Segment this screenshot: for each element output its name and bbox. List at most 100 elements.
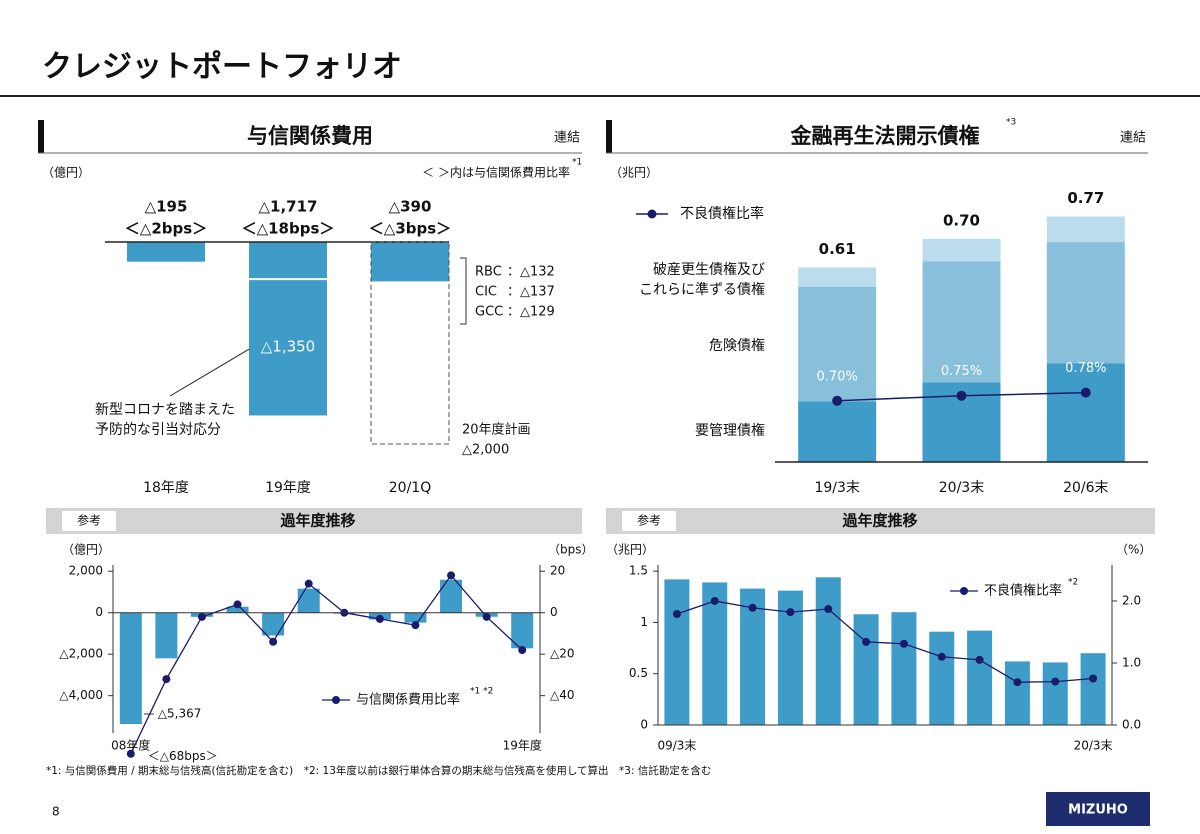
bar: [440, 579, 463, 613]
leader-line: [169, 348, 250, 397]
note: ＜ ＞内は与信関係費用比率: [422, 165, 570, 180]
bar-segment: [798, 286, 877, 402]
ratio-point: [447, 571, 456, 580]
breakdown-name: GCC: [475, 305, 503, 320]
ratio-point: [1080, 387, 1091, 398]
scope: 連結: [1120, 131, 1146, 146]
category-label: 18年度: [143, 480, 189, 496]
bar: [664, 579, 690, 725]
ratio-point: [899, 639, 908, 648]
chart-title: 金融再生法開示債権: [790, 124, 980, 148]
ratio-point: [1089, 674, 1098, 683]
bar: [853, 614, 879, 725]
ratio-point: [1051, 677, 1060, 686]
tick-label: 20: [550, 564, 565, 578]
ratio-point: [233, 600, 242, 609]
bar: [119, 612, 142, 725]
unit: （億円）: [62, 543, 110, 557]
tag: 参考: [77, 513, 101, 528]
bar: [226, 606, 249, 613]
sub-header: [606, 508, 1155, 534]
tick-label: 2,000: [69, 564, 103, 578]
bar: [891, 612, 917, 725]
tick-label: 0: [550, 605, 558, 619]
ratio-point: [162, 675, 171, 684]
legend-marker-note: *1 *2: [470, 687, 493, 697]
category-label: 19/3末: [814, 480, 859, 496]
legend-label: 不良債権比率: [680, 205, 764, 222]
ratio-point: [304, 579, 313, 588]
ratio-label: ＜△3bps＞: [369, 220, 451, 238]
bar: [404, 612, 427, 623]
ratio-point: [411, 621, 420, 630]
ratio-point: [832, 395, 843, 406]
chart-title: 過年度推移: [841, 512, 917, 530]
bar: [1080, 653, 1106, 725]
ratio-label: 0.78%: [1065, 361, 1106, 376]
breakdown-value: ：△132: [507, 265, 555, 280]
legend-marker: [960, 587, 968, 595]
category-label: 09/3末: [657, 739, 696, 753]
logo-box: [1046, 792, 1150, 826]
ratio-label: ＜△18bps＞: [242, 220, 335, 238]
bar: [127, 242, 205, 262]
bar-segment: [1046, 242, 1125, 364]
legend-marker: [647, 209, 657, 219]
category-label: 20/3末: [1074, 739, 1113, 753]
unit: （兆円）: [610, 166, 658, 180]
bar: [967, 630, 993, 725]
category-label: 19年度: [503, 738, 542, 753]
bar: [511, 612, 534, 649]
covid-segment: [249, 279, 327, 416]
value-label: △390: [389, 198, 432, 216]
tick-label: 1.5: [629, 564, 648, 578]
bar: [702, 582, 728, 725]
bar: [155, 612, 178, 659]
category-label: 19年度: [265, 480, 311, 496]
series-label: 破産更生債権及び: [653, 261, 765, 278]
note-marker: *1: [572, 158, 582, 168]
tag-box: [622, 511, 676, 531]
breakdown-value: ：△137: [507, 285, 555, 300]
plan-value: △2,000: [462, 443, 509, 458]
ratio-point: [956, 390, 967, 401]
total-label: 0.70: [943, 211, 980, 229]
ratio-line: [676, 600, 1094, 683]
logo: MIZUHO: [1068, 803, 1128, 818]
sub-header: [46, 508, 582, 534]
tick-label: △4,000: [59, 688, 103, 702]
bar-segment: [922, 261, 1001, 383]
tag: 参考: [637, 513, 661, 528]
total-label: 0.61: [819, 240, 856, 258]
ratio-point: [862, 637, 871, 646]
ratio-point: [748, 603, 757, 612]
value-label: ＜△68bps＞: [148, 749, 218, 763]
legend-marker: [332, 696, 340, 704]
header-bar: [38, 120, 44, 153]
bar: [929, 631, 955, 725]
ratio-point: [269, 637, 278, 646]
tick-label: 1.0: [1122, 655, 1141, 669]
legend-label: 与信関係費用比率: [356, 692, 460, 708]
category-label: 20/1Q: [389, 480, 431, 496]
ratio-point: [482, 612, 491, 621]
total-label: 0.77: [1067, 189, 1104, 207]
tick-label: 0: [95, 605, 103, 619]
ratio-label: 0.75%: [941, 364, 982, 379]
chart-title: 過年度推移: [279, 512, 355, 530]
ratio-point: [672, 609, 681, 618]
bar-segment: [798, 401, 877, 462]
ratio-point: [937, 652, 946, 661]
ratio-label: 0.70%: [817, 369, 858, 384]
bar-segment: [1046, 216, 1125, 243]
ratio-point: [975, 655, 984, 664]
ratio-point: [786, 608, 795, 617]
covid-label: △1,350: [261, 338, 315, 356]
ratio-point: [824, 605, 833, 614]
series-label: これらに準ずる債権: [639, 281, 765, 298]
bar-segment: [922, 238, 1001, 262]
ratio-point: [1013, 678, 1022, 687]
ratio-label: ＜△2bps＞: [125, 220, 207, 238]
scope: 連結: [554, 131, 580, 146]
